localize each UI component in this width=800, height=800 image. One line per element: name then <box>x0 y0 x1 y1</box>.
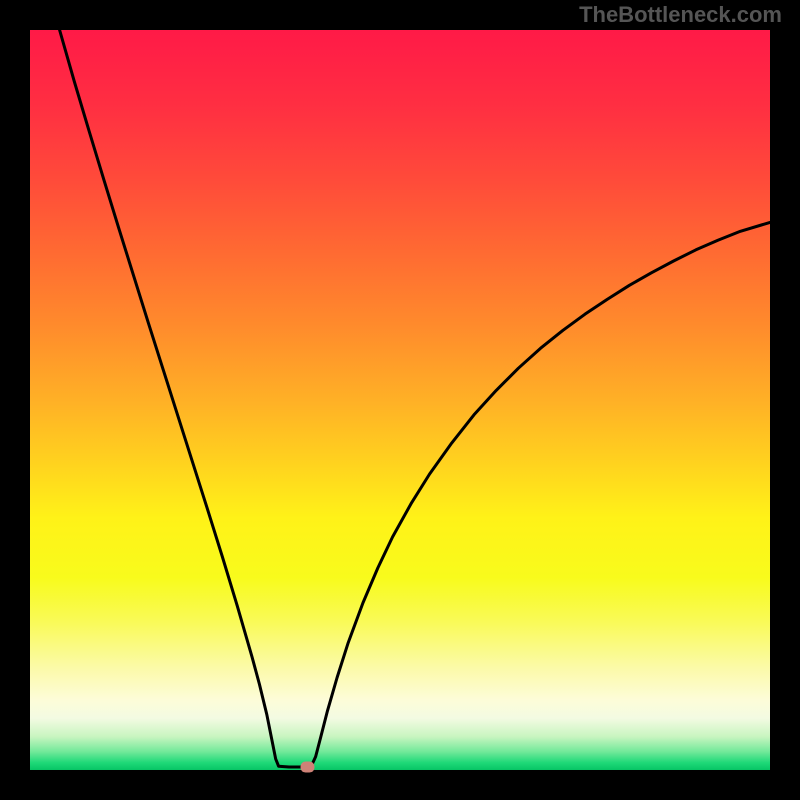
plot-background <box>30 30 770 770</box>
bottleneck-chart <box>0 0 800 800</box>
optimum-marker <box>301 762 315 773</box>
watermark-text: TheBottleneck.com <box>579 2 782 28</box>
chart-container: TheBottleneck.com <box>0 0 800 800</box>
